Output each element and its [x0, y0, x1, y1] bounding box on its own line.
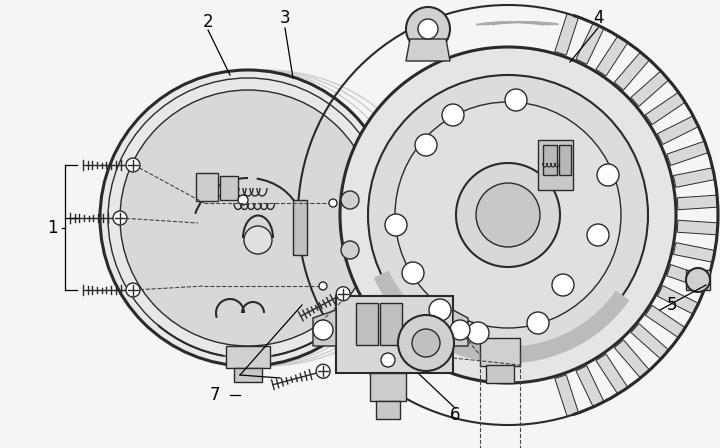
- Polygon shape: [673, 243, 715, 262]
- Circle shape: [398, 315, 454, 371]
- Circle shape: [313, 320, 333, 340]
- Polygon shape: [614, 52, 649, 90]
- Circle shape: [552, 274, 574, 296]
- Circle shape: [686, 268, 710, 292]
- Bar: [480, 338, 520, 366]
- Bar: [196, 173, 218, 201]
- Text: 1: 1: [47, 219, 58, 237]
- Circle shape: [329, 199, 337, 207]
- Polygon shape: [667, 141, 708, 165]
- Circle shape: [238, 195, 248, 205]
- Bar: [543, 145, 557, 175]
- Polygon shape: [631, 71, 669, 107]
- Circle shape: [336, 287, 350, 301]
- Bar: [559, 145, 571, 175]
- Bar: [220, 176, 238, 200]
- Polygon shape: [678, 220, 718, 235]
- Circle shape: [341, 241, 359, 259]
- Bar: [486, 365, 514, 383]
- Circle shape: [319, 282, 327, 290]
- Polygon shape: [667, 264, 708, 289]
- Bar: [356, 303, 378, 345]
- Circle shape: [412, 329, 440, 357]
- Bar: [293, 200, 307, 255]
- Polygon shape: [576, 366, 604, 407]
- Circle shape: [456, 163, 560, 267]
- Bar: [226, 346, 270, 368]
- Polygon shape: [678, 195, 718, 210]
- Circle shape: [316, 364, 330, 378]
- Polygon shape: [645, 306, 685, 338]
- Polygon shape: [555, 375, 579, 417]
- Polygon shape: [336, 296, 453, 373]
- Circle shape: [120, 90, 376, 346]
- Circle shape: [340, 47, 676, 383]
- Polygon shape: [673, 168, 715, 187]
- Circle shape: [467, 322, 489, 344]
- Circle shape: [402, 262, 424, 284]
- Bar: [686, 270, 710, 290]
- Circle shape: [476, 183, 540, 247]
- Polygon shape: [645, 92, 685, 125]
- Text: 7: 7: [210, 386, 220, 404]
- Text: 6: 6: [450, 406, 460, 424]
- Polygon shape: [657, 285, 698, 314]
- Polygon shape: [631, 323, 669, 359]
- Circle shape: [100, 70, 396, 366]
- Circle shape: [505, 89, 527, 111]
- Circle shape: [381, 353, 395, 367]
- Circle shape: [418, 19, 438, 39]
- Polygon shape: [555, 13, 579, 55]
- Circle shape: [244, 226, 272, 254]
- Polygon shape: [576, 23, 604, 64]
- Text: 3: 3: [279, 9, 290, 27]
- Polygon shape: [657, 116, 698, 144]
- Text: 2: 2: [203, 13, 213, 31]
- Polygon shape: [614, 340, 649, 378]
- Polygon shape: [453, 310, 468, 346]
- Polygon shape: [596, 36, 628, 76]
- Bar: [234, 368, 262, 382]
- Circle shape: [395, 102, 621, 328]
- Bar: [380, 303, 402, 345]
- Circle shape: [126, 158, 140, 172]
- Bar: [370, 373, 406, 401]
- Circle shape: [442, 104, 464, 126]
- Circle shape: [368, 75, 648, 355]
- Circle shape: [597, 164, 619, 186]
- Polygon shape: [313, 310, 336, 346]
- Bar: [371, 196, 401, 210]
- Bar: [376, 401, 400, 419]
- Text: 5: 5: [667, 296, 678, 314]
- Bar: [538, 140, 573, 190]
- Circle shape: [527, 312, 549, 334]
- Circle shape: [429, 299, 451, 321]
- Circle shape: [587, 224, 609, 246]
- Circle shape: [450, 320, 470, 340]
- Circle shape: [406, 7, 450, 51]
- Circle shape: [341, 191, 359, 209]
- Circle shape: [385, 214, 407, 236]
- Polygon shape: [406, 39, 450, 61]
- Circle shape: [126, 283, 140, 297]
- Circle shape: [113, 211, 127, 225]
- Polygon shape: [596, 354, 628, 394]
- Text: 4: 4: [593, 9, 603, 27]
- Circle shape: [415, 134, 437, 156]
